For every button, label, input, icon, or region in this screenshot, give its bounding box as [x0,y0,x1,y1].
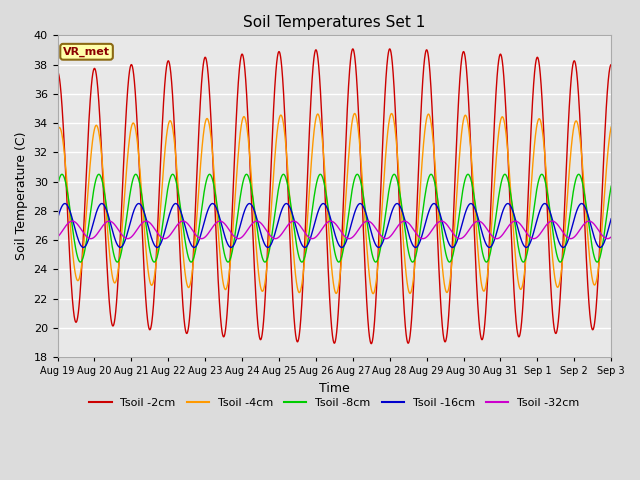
Line: Tsoil -4cm: Tsoil -4cm [58,113,611,294]
Tsoil -8cm [563,234,571,240]
Tsoil -8cm [456,206,464,212]
Tsoil -16cm [607,216,615,222]
Tsoil -4cm [456,147,464,153]
Tsoil -2cm [317,91,324,96]
Tsoil -4cm [351,110,358,116]
Y-axis label: Soil Temperature (C): Soil Temperature (C) [15,132,28,261]
Tsoil -32cm [317,228,324,234]
Tsoil -2cm [54,69,61,75]
Tsoil -8cm [317,171,324,177]
Tsoil -2cm [563,152,571,157]
Tsoil -32cm [54,234,61,240]
Tsoil -2cm [456,74,464,80]
Tsoil -2cm [367,341,375,347]
Tsoil -4cm [369,291,377,297]
Tsoil -8cm [54,183,61,189]
Tsoil -8cm [591,254,598,260]
Tsoil -4cm [286,202,294,207]
Line: Tsoil -2cm: Tsoil -2cm [58,49,611,344]
X-axis label: Time: Time [319,382,349,395]
Line: Tsoil -8cm: Tsoil -8cm [58,174,611,262]
Tsoil -8cm [58,171,66,177]
Tsoil -8cm [291,231,299,237]
Tsoil -8cm [188,259,195,265]
Tsoil -2cm [591,321,598,327]
Tsoil -16cm [291,220,299,226]
Tsoil -2cm [349,46,356,52]
Tsoil -2cm [291,322,298,327]
Line: Tsoil -32cm: Tsoil -32cm [58,221,611,239]
Title: Soil Temperatures Set 1: Soil Temperatures Set 1 [243,15,426,30]
Tsoil -16cm [227,244,235,250]
Tsoil -4cm [591,282,598,288]
Tsoil -16cm [54,216,61,222]
Tsoil -4cm [317,121,324,127]
Tsoil -4cm [54,129,61,134]
Legend: Tsoil -2cm, Tsoil -4cm, Tsoil -8cm, Tsoil -16cm, Tsoil -32cm: Tsoil -2cm, Tsoil -4cm, Tsoil -8cm, Tsoi… [85,394,584,413]
Tsoil -16cm [98,201,106,206]
Tsoil -2cm [607,62,615,68]
Tsoil -4cm [607,124,615,130]
Tsoil -32cm [591,222,598,228]
Tsoil -32cm [607,234,615,240]
Tsoil -32cm [291,218,299,224]
Tsoil -32cm [563,234,571,240]
Tsoil -16cm [287,205,294,211]
Text: VR_met: VR_met [63,47,110,57]
Tsoil -16cm [317,203,324,208]
Tsoil -8cm [287,199,294,204]
Tsoil -2cm [286,240,294,245]
Tsoil -16cm [456,229,464,235]
Line: Tsoil -16cm: Tsoil -16cm [58,204,611,247]
Tsoil -32cm [287,220,294,226]
Tsoil -32cm [216,218,224,224]
Tsoil -32cm [87,236,95,241]
Tsoil -4cm [563,201,571,206]
Tsoil -8cm [607,183,615,189]
Tsoil -16cm [591,235,598,241]
Tsoil -4cm [291,262,298,268]
Tsoil -16cm [563,240,571,246]
Tsoil -32cm [456,236,464,241]
